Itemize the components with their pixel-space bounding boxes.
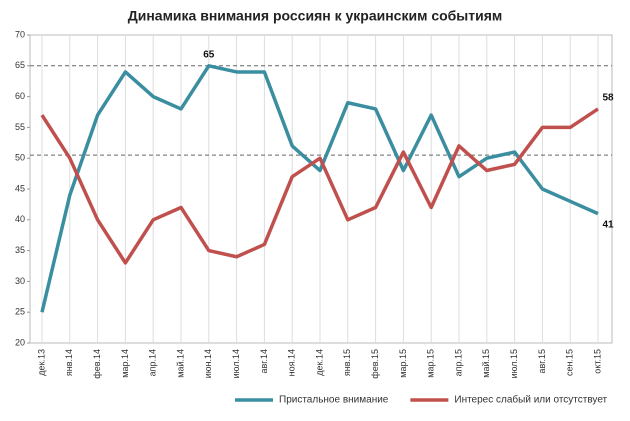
x-tick-label: авг.15 bbox=[537, 349, 547, 373]
series-line bbox=[40, 107, 599, 265]
x-tick-label: янв.14 bbox=[64, 349, 74, 376]
y-tick-label: 25 bbox=[15, 307, 25, 317]
x-tick-label: окт.15 bbox=[592, 349, 602, 374]
series-line bbox=[40, 64, 599, 313]
x-tick-label: июн.14 bbox=[203, 349, 213, 378]
x-tick-label: сен.15 bbox=[565, 349, 575, 376]
x-tick-label: дек.13 bbox=[36, 349, 46, 376]
y-tick-label: 70 bbox=[15, 29, 25, 39]
y-tick-label: 45 bbox=[15, 183, 25, 193]
data-label: 58 bbox=[602, 93, 614, 104]
y-tick-label: 60 bbox=[15, 91, 25, 101]
y-tick-label: 55 bbox=[15, 122, 25, 132]
x-tick-label: фев.15 bbox=[370, 349, 380, 379]
y-tick-label: 65 bbox=[15, 60, 25, 70]
y-tick-label: 20 bbox=[15, 337, 25, 347]
x-tick-label: мар.15 bbox=[426, 349, 436, 378]
x-tick-label: май.15 bbox=[481, 349, 491, 378]
x-tick-label: авг.14 bbox=[259, 349, 269, 373]
x-tick-label: апр.15 bbox=[453, 349, 463, 376]
y-tick-label: 30 bbox=[15, 276, 25, 286]
x-tick-label: май.14 bbox=[175, 349, 185, 378]
plot-area bbox=[29, 34, 613, 344]
x-tick-label: фев.14 bbox=[92, 349, 102, 379]
data-label: 65 bbox=[203, 49, 215, 60]
y-tick-label: 50 bbox=[15, 153, 25, 163]
legend-label: Пристальное внимание bbox=[279, 395, 389, 406]
x-tick-label: ноя.14 bbox=[287, 349, 297, 376]
x-tick-label: янв.15 bbox=[342, 349, 352, 376]
y-tick-label: 40 bbox=[15, 214, 25, 224]
x-tick-label: мар.15 bbox=[398, 349, 408, 378]
y-tick-label: 35 bbox=[15, 245, 25, 255]
x-tick-label: июл.14 bbox=[231, 349, 241, 378]
x-tick-label: мар.14 bbox=[120, 349, 130, 378]
x-tick-label: июл.15 bbox=[509, 349, 519, 378]
legend-label: Интерес слабый или отсутствует bbox=[454, 394, 607, 406]
chart-title: Динамика внимания россиян к украинским с… bbox=[128, 8, 503, 24]
x-tick-label: дек.14 bbox=[314, 349, 324, 376]
data-label: 41 bbox=[602, 219, 614, 230]
x-tick-label: апр.14 bbox=[148, 349, 158, 376]
